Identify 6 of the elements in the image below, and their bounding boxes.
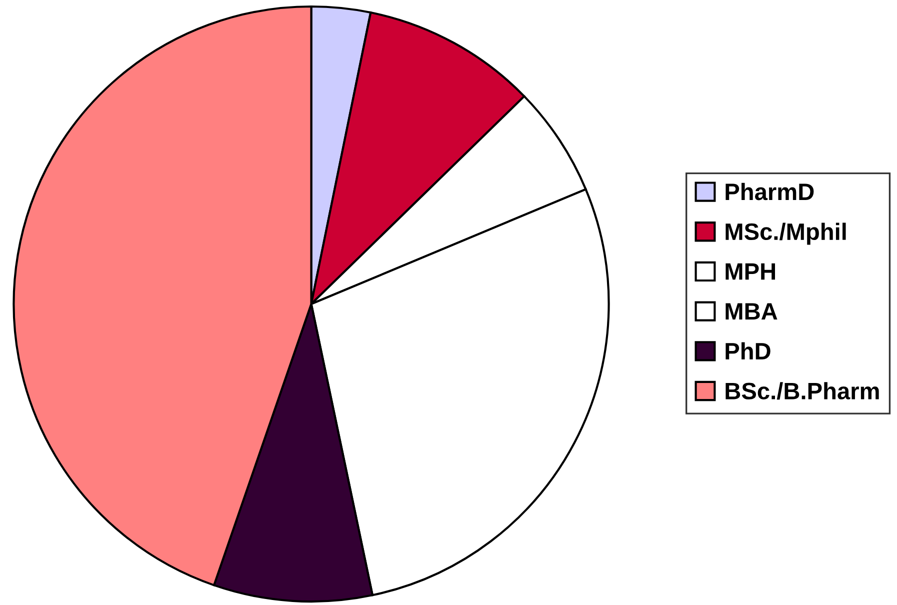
legend-label: PharmD xyxy=(726,182,814,200)
legend-label: MBA xyxy=(726,303,778,320)
legend-label: MSc./Mphil xyxy=(726,222,846,245)
legend-label: BSc./B.Pharm xyxy=(726,382,879,400)
legend-label: MPH xyxy=(726,263,776,280)
legend-label: PhD xyxy=(726,342,770,360)
